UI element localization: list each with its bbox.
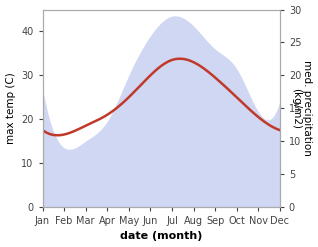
Y-axis label: max temp (C): max temp (C)	[5, 72, 16, 144]
X-axis label: date (month): date (month)	[120, 231, 202, 242]
Y-axis label: med. precipitation
(kg/m2): med. precipitation (kg/m2)	[291, 60, 313, 156]
